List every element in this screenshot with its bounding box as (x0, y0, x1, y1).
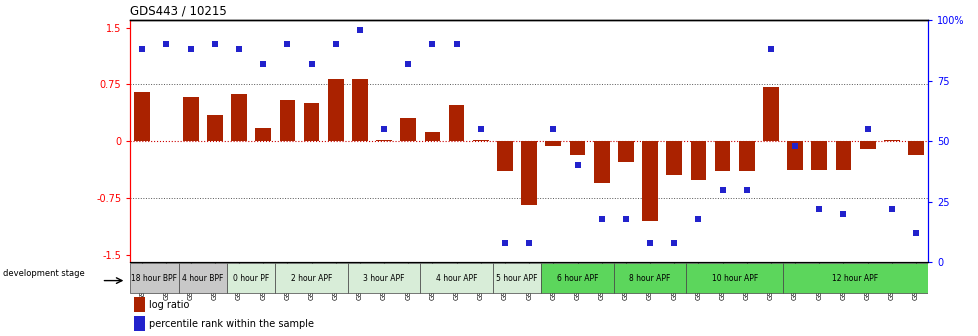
Point (642, 240, 657, 245)
Bar (400, 119, 416, 141)
Bar (738, 141, 754, 171)
Text: 10 hour APF: 10 hour APF (711, 274, 757, 283)
Text: 4 hour APF: 4 hour APF (435, 274, 477, 283)
Text: percentile rank within the sample: percentile rank within the sample (150, 319, 314, 329)
Bar (569, 141, 585, 155)
Bar (883, 140, 899, 141)
Bar (134, 297, 145, 312)
Point (689, 216, 705, 221)
Text: GDS443 / 10215: GDS443 / 10215 (130, 5, 227, 17)
Bar (328, 79, 343, 141)
Text: 4 hour BPF: 4 hour BPF (182, 274, 223, 283)
Bar (859, 141, 874, 149)
Bar (472, 140, 488, 141)
Bar (617, 141, 633, 162)
Point (280, 42, 295, 47)
Bar (762, 87, 778, 141)
Bar (714, 141, 730, 171)
FancyBboxPatch shape (420, 263, 492, 293)
FancyBboxPatch shape (686, 263, 782, 293)
Point (376, 126, 391, 132)
Bar (231, 94, 246, 141)
Bar (376, 140, 391, 141)
Point (835, 211, 851, 216)
Bar (352, 79, 368, 141)
Bar (811, 141, 826, 170)
Point (352, 27, 368, 33)
Bar (545, 141, 560, 146)
Text: development stage: development stage (3, 269, 84, 278)
FancyBboxPatch shape (347, 263, 420, 293)
FancyBboxPatch shape (130, 263, 178, 293)
Bar (642, 141, 657, 220)
Point (328, 42, 343, 47)
Bar (908, 141, 923, 155)
FancyBboxPatch shape (613, 263, 686, 293)
Bar (786, 141, 802, 170)
Text: 5 hour APF: 5 hour APF (496, 274, 537, 283)
Point (255, 61, 271, 67)
Bar (520, 141, 537, 205)
Text: 3 hour APF: 3 hour APF (363, 274, 405, 283)
Point (158, 42, 174, 47)
Point (545, 126, 560, 132)
Text: 12 hour APF: 12 hour APF (831, 274, 877, 283)
Point (569, 163, 585, 168)
Point (134, 46, 150, 52)
FancyBboxPatch shape (275, 263, 347, 293)
Bar (689, 141, 705, 180)
Bar (303, 103, 319, 141)
Point (472, 126, 488, 132)
Point (811, 206, 826, 212)
Point (714, 187, 730, 192)
Bar (594, 141, 609, 183)
FancyBboxPatch shape (492, 263, 541, 293)
Point (497, 240, 512, 245)
Point (859, 126, 874, 132)
Point (594, 216, 609, 221)
Point (666, 240, 682, 245)
Text: 6 hour APF: 6 hour APF (556, 274, 598, 283)
Point (400, 61, 416, 67)
FancyBboxPatch shape (178, 263, 227, 293)
Point (448, 42, 464, 47)
Bar (835, 141, 851, 170)
Text: 2 hour APF: 2 hour APF (290, 274, 332, 283)
Bar (183, 97, 199, 141)
Bar (255, 128, 271, 141)
Point (617, 216, 633, 221)
Point (183, 46, 199, 52)
Bar (280, 99, 295, 141)
Bar (134, 92, 150, 141)
FancyBboxPatch shape (541, 263, 613, 293)
Bar (497, 141, 512, 171)
FancyBboxPatch shape (782, 263, 927, 293)
FancyBboxPatch shape (227, 263, 275, 293)
Text: 0 hour PF: 0 hour PF (233, 274, 269, 283)
Point (908, 230, 923, 236)
Bar (134, 316, 145, 331)
Point (762, 46, 778, 52)
Text: 18 hour BPF: 18 hour BPF (131, 274, 177, 283)
Text: 8 hour APF: 8 hour APF (629, 274, 670, 283)
Bar (206, 115, 222, 141)
Point (424, 42, 440, 47)
Bar (424, 132, 440, 141)
Point (786, 143, 802, 149)
Point (206, 42, 222, 47)
Text: log ratio: log ratio (150, 299, 190, 309)
Bar (448, 105, 464, 141)
Bar (666, 141, 682, 175)
Point (520, 240, 536, 245)
Point (231, 46, 246, 52)
Point (738, 187, 754, 192)
Point (883, 206, 899, 212)
Point (303, 61, 319, 67)
